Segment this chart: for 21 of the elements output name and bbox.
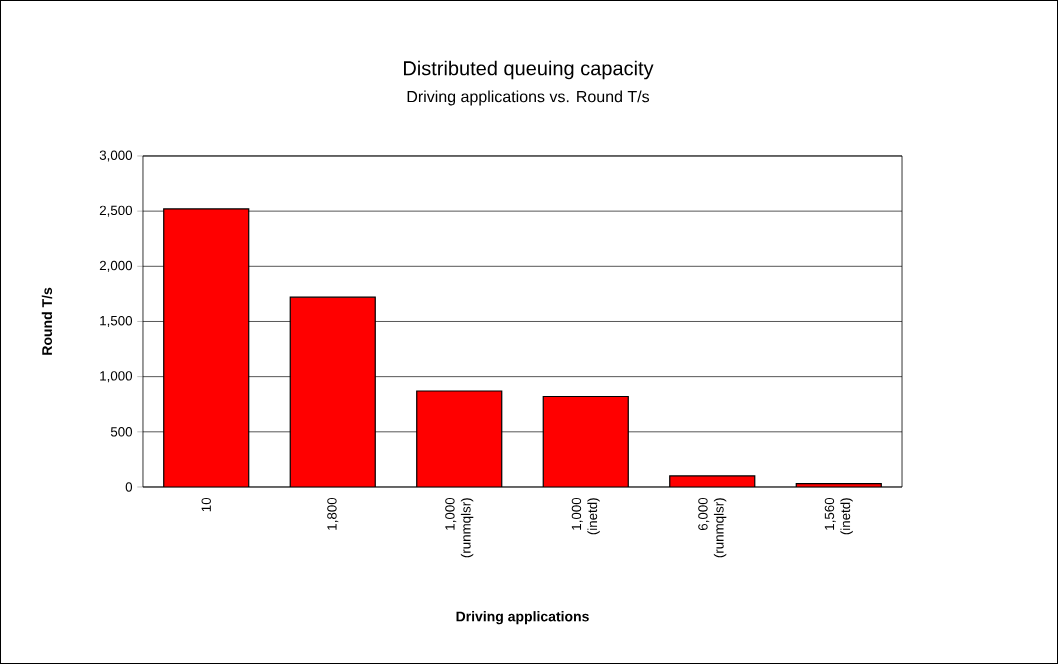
x-tick-label: 1,000 (inetd)	[571, 497, 600, 535]
x-tick-label: 1,800	[327, 497, 339, 530]
y-tick-label: 1,500	[100, 315, 133, 328]
bar	[542, 395, 629, 488]
y-tick-label: 3,000	[99, 150, 133, 162]
y-tick-label: 2,500	[99, 205, 133, 217]
x-tick-label: 10	[201, 497, 211, 512]
bar	[416, 391, 502, 488]
x-tick-label: 6,000 (runmqlsr)	[698, 497, 727, 558]
x-axis-title: Driving applications	[456, 611, 589, 625]
x-tick-label: 1,560 (inetd)	[824, 497, 853, 535]
y-axis-title: Round T/s	[41, 287, 53, 355]
y-tick-label: 500	[110, 427, 133, 437]
x-tick-label: 1,000 (runmqlsr)	[445, 497, 474, 558]
y-tick-label: 2,000	[99, 260, 133, 272]
chart-title: Distributed queuing capacity	[404, 60, 654, 80]
chart-subtitle: Driving applications vs. Round T/s	[407, 90, 650, 106]
y-tick-label: 0	[125, 482, 133, 492]
y-tick-label: 1,000	[100, 371, 133, 383]
bar	[163, 208, 250, 488]
bar	[289, 296, 376, 488]
